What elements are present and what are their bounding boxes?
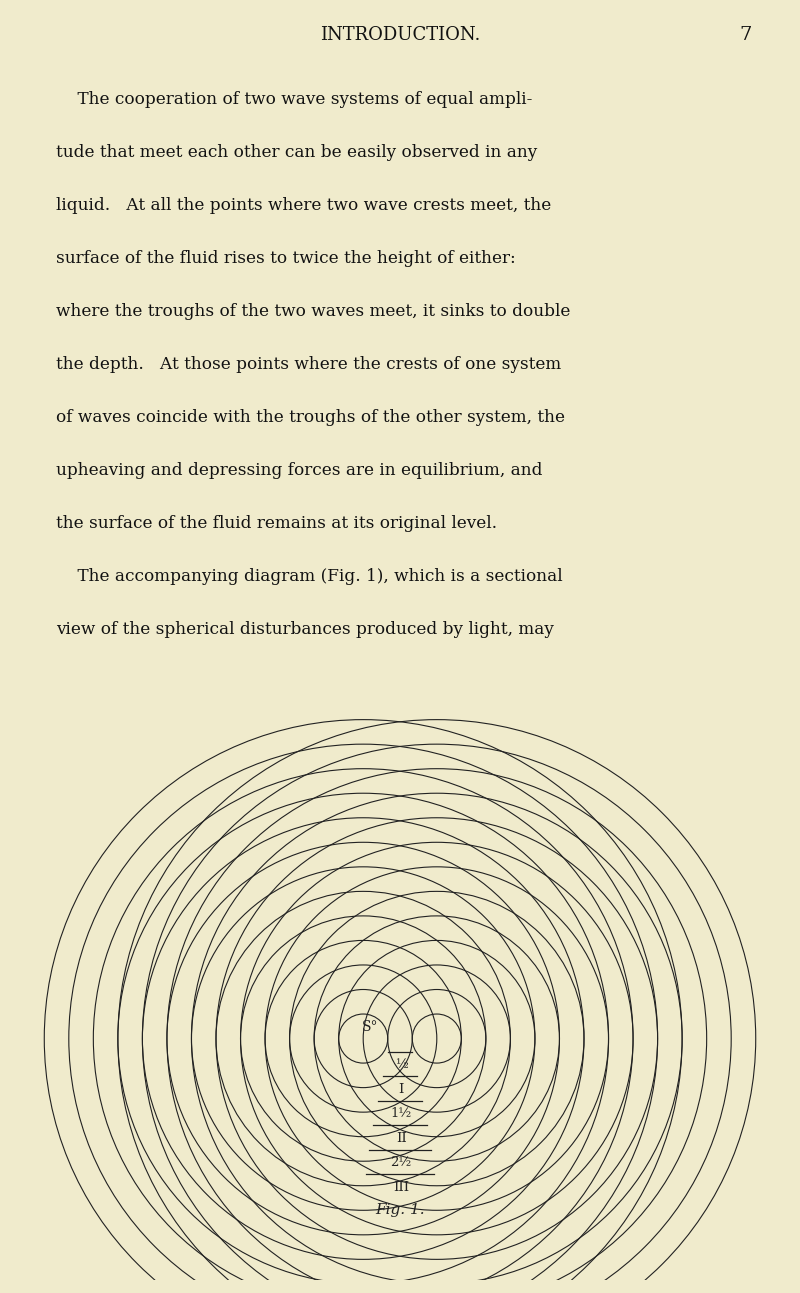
Text: the surface of the fluid remains at its original level.: the surface of the fluid remains at its … <box>56 515 497 531</box>
Text: 2½: 2½ <box>390 1156 412 1169</box>
Text: Fig. 1.: Fig. 1. <box>375 1204 425 1217</box>
Text: I: I <box>398 1082 404 1095</box>
Text: 1½: 1½ <box>390 1107 412 1120</box>
Text: S°: S° <box>362 1020 379 1033</box>
Text: ½: ½ <box>394 1058 408 1071</box>
Text: II: II <box>396 1131 406 1144</box>
Text: the depth.   At those points where the crests of one system: the depth. At those points where the cre… <box>56 356 562 372</box>
Text: view of the spherical disturbances produced by light, may: view of the spherical disturbances produ… <box>56 621 554 637</box>
Text: The cooperation of two wave systems of equal ampli-: The cooperation of two wave systems of e… <box>56 91 532 107</box>
Text: where the troughs of the two waves meet, it sinks to double: where the troughs of the two waves meet,… <box>56 303 570 319</box>
Text: surface of the fluid rises to twice the height of either:: surface of the fluid rises to twice the … <box>56 250 516 266</box>
Text: 7: 7 <box>740 26 752 44</box>
Text: The accompanying diagram (Fig. 1), which is a sectional: The accompanying diagram (Fig. 1), which… <box>56 568 562 584</box>
Text: INTRODUCTION.: INTRODUCTION. <box>320 26 480 44</box>
Text: III: III <box>393 1181 410 1193</box>
Text: liquid.   At all the points where two wave crests meet, the: liquid. At all the points where two wave… <box>56 197 551 213</box>
Text: tude that meet each other can be easily observed in any: tude that meet each other can be easily … <box>56 144 538 160</box>
Text: upheaving and depressing forces are in equilibrium, and: upheaving and depressing forces are in e… <box>56 462 542 478</box>
Text: of waves coincide with the troughs of the other system, the: of waves coincide with the troughs of th… <box>56 409 565 425</box>
